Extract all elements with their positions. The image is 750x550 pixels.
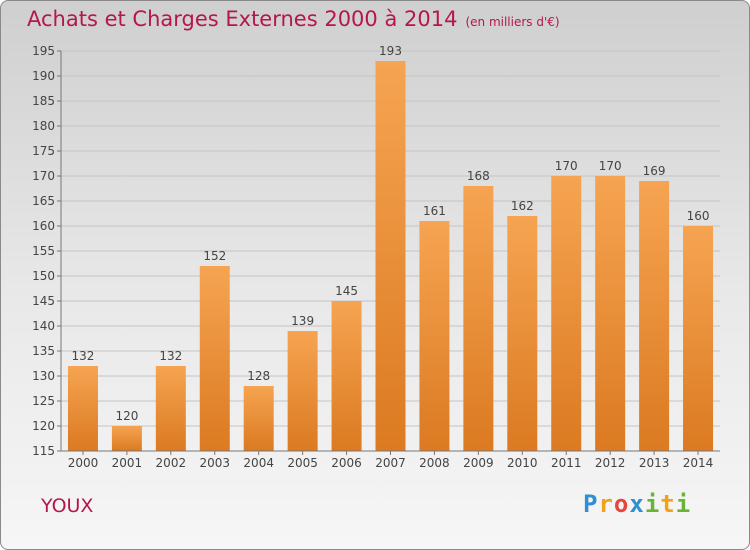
- chart-title: Achats et Charges Externes 2000 à 2014 (e…: [27, 7, 560, 31]
- x-tick-label: 2013: [639, 456, 670, 470]
- bar-2000: [67, 366, 98, 451]
- y-tick-label: 130: [32, 369, 55, 383]
- logo-letter: t: [660, 490, 676, 518]
- y-tick-label: 185: [32, 94, 55, 108]
- bar-2009: [463, 186, 494, 451]
- x-tick-label: 2008: [419, 456, 450, 470]
- title-text: Achats et Charges Externes 2000 à 2014: [27, 7, 458, 31]
- logo-letter: o: [613, 490, 630, 518]
- x-tick-label: 2011: [551, 456, 582, 470]
- bar-2013: [639, 181, 670, 451]
- bar-2011: [551, 176, 582, 451]
- x-tick-label: 2004: [243, 456, 274, 470]
- bar-2010: [507, 216, 538, 451]
- value-label: 169: [643, 164, 666, 178]
- y-tick-label: 135: [32, 344, 55, 358]
- value-label: 161: [423, 204, 446, 218]
- value-label: 132: [159, 349, 182, 363]
- value-label: 128: [247, 369, 270, 383]
- value-label: 162: [511, 199, 534, 213]
- logo-letter: r: [598, 490, 614, 518]
- y-tick-label: 190: [32, 69, 55, 83]
- title-unit: (en milliers d'€): [465, 15, 560, 29]
- y-tick-label: 170: [32, 169, 55, 183]
- value-label: 170: [599, 159, 622, 173]
- bar-2005: [287, 331, 318, 451]
- x-tick-label: 2003: [199, 456, 230, 470]
- y-tick-label: 140: [32, 319, 55, 333]
- bar-2003: [199, 266, 230, 451]
- x-tick-label: 2005: [287, 456, 318, 470]
- y-tick-label: 150: [32, 269, 55, 283]
- x-tick-label: 2014: [683, 456, 714, 470]
- value-label: 170: [555, 159, 578, 173]
- bar-2014: [683, 226, 714, 451]
- x-tick-label: 2007: [375, 456, 406, 470]
- x-tick-label: 2006: [331, 456, 362, 470]
- bar-2002: [155, 366, 186, 451]
- x-tick-label: 2002: [156, 456, 187, 470]
- value-label: 120: [115, 409, 138, 423]
- commune-name: YOUX: [41, 495, 94, 517]
- value-label: 160: [687, 209, 710, 223]
- y-tick-label: 180: [32, 119, 55, 133]
- proxiti-logo: Proxiti: [583, 490, 691, 518]
- x-tick-label: 2000: [68, 456, 99, 470]
- y-tick-label: 160: [32, 219, 55, 233]
- y-tick-label: 155: [32, 244, 55, 258]
- y-tick-label: 165: [32, 194, 55, 208]
- bar-2004: [243, 386, 274, 451]
- bar-2007: [375, 61, 406, 451]
- bar-2012: [595, 176, 626, 451]
- x-tick-label: 2009: [463, 456, 494, 470]
- value-label: 139: [291, 314, 314, 328]
- x-tick-label: 2012: [595, 456, 626, 470]
- value-label: 145: [335, 284, 358, 298]
- value-label: 193: [379, 44, 402, 58]
- x-tick-label: 2010: [507, 456, 538, 470]
- logo-letter: P: [583, 490, 599, 518]
- logo-letter: i: [675, 490, 692, 518]
- y-tick-label: 125: [32, 394, 55, 408]
- bar-2006: [331, 301, 362, 451]
- y-tick-label: 145: [32, 294, 55, 308]
- logo-letter: i: [644, 490, 661, 518]
- y-tick-label: 175: [32, 144, 55, 158]
- y-tick-label: 195: [32, 44, 55, 58]
- x-tick-label: 2001: [112, 456, 143, 470]
- bar-2001: [111, 426, 142, 451]
- y-tick-label: 115: [32, 444, 55, 458]
- y-tick-label: 120: [32, 419, 55, 433]
- bar-2008: [419, 221, 450, 451]
- logo-letter: x: [629, 490, 645, 518]
- value-label: 168: [467, 169, 490, 183]
- value-label: 152: [203, 249, 226, 263]
- value-label: 132: [72, 349, 95, 363]
